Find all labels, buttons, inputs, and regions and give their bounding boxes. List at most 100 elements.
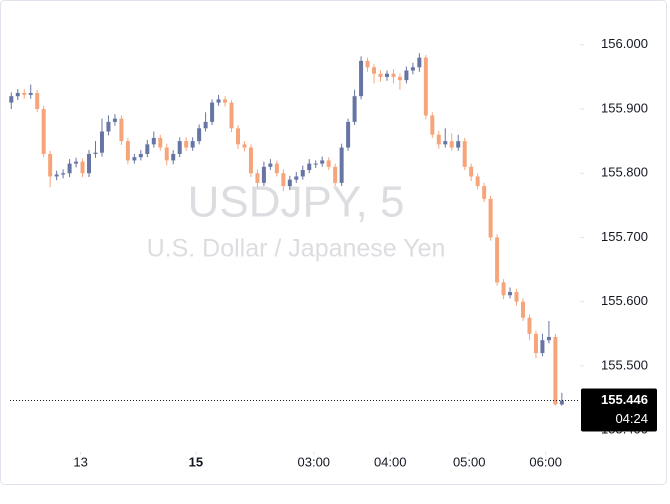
candle-body xyxy=(203,121,208,129)
candle-body xyxy=(190,141,195,148)
candle-body xyxy=(378,73,383,77)
candle-body xyxy=(268,163,273,167)
candle-body xyxy=(365,60,370,68)
candle-body xyxy=(138,153,143,158)
candle-body xyxy=(177,141,182,154)
candle-body xyxy=(469,166,474,177)
candle-body xyxy=(48,153,53,177)
candle-body xyxy=(248,147,253,174)
candle-body xyxy=(462,141,467,167)
candle-body xyxy=(553,336,558,405)
last-price-label: 155.446 xyxy=(601,392,648,407)
candle-body xyxy=(35,92,40,110)
candle-body xyxy=(307,163,312,171)
candle-body xyxy=(281,173,286,187)
candle-body xyxy=(151,137,156,145)
candle-body xyxy=(501,282,506,296)
candle-body xyxy=(223,99,228,103)
candle-body xyxy=(404,70,409,81)
candle-body xyxy=(61,173,66,175)
candle-body xyxy=(430,115,435,135)
candle-body xyxy=(294,176,299,180)
candle-body xyxy=(352,96,357,122)
candle-body xyxy=(372,67,377,74)
candle-body xyxy=(236,128,240,145)
candle-body xyxy=(495,237,500,283)
y-tick-label: 155.600 xyxy=(601,293,648,308)
y-tick-label: 155.500 xyxy=(601,357,648,372)
candle-body xyxy=(559,400,564,405)
candle-body xyxy=(397,76,402,81)
price-label-box xyxy=(581,388,657,432)
candle-body xyxy=(28,92,33,95)
y-tick-label: 156.000 xyxy=(601,36,648,51)
candle-body xyxy=(210,102,215,122)
candle-body xyxy=(533,333,538,354)
x-tick-label: 04:00 xyxy=(374,454,407,469)
candle-body xyxy=(346,121,351,148)
candle-body xyxy=(300,170,305,177)
candle-body xyxy=(106,121,111,132)
candle-body xyxy=(242,144,247,148)
candle-body xyxy=(22,92,27,95)
x-tick-label: 06:00 xyxy=(529,454,562,469)
candle-body xyxy=(508,292,513,296)
candle-body xyxy=(521,301,525,318)
candle-body xyxy=(145,144,150,154)
x-tick-label: 05:00 xyxy=(453,454,486,469)
candle-body xyxy=(443,141,448,145)
watermark-description: U.S. Dollar / Japanese Yen xyxy=(147,235,446,263)
candle-body xyxy=(164,147,169,161)
candle-body xyxy=(436,134,441,145)
countdown: 04:24 xyxy=(615,411,648,426)
y-tick-label: 155.800 xyxy=(601,165,648,180)
candle-body xyxy=(475,176,480,187)
y-tick-label: 155.700 xyxy=(601,229,648,244)
candle-body xyxy=(320,160,325,164)
candle-body xyxy=(80,161,85,174)
candle-body xyxy=(74,161,79,164)
candle-body xyxy=(540,340,545,354)
candle-body xyxy=(158,137,163,148)
candle-body xyxy=(546,336,551,341)
candle-body xyxy=(197,128,202,142)
y-tick-label: 155.900 xyxy=(601,100,648,115)
candle-body xyxy=(54,174,59,177)
candle-body xyxy=(482,186,487,199)
watermark-symbol: USDJPY, 5 xyxy=(188,178,405,227)
candle-body xyxy=(287,179,292,187)
candle-body xyxy=(423,57,428,116)
candle-body xyxy=(449,141,454,148)
candle-body xyxy=(216,99,221,103)
candle-body xyxy=(15,92,20,97)
candle-body xyxy=(417,57,422,68)
candle-body xyxy=(125,141,130,161)
candle-body xyxy=(41,109,46,154)
x-tick-label: 13 xyxy=(73,454,87,469)
x-tick-label: 03:00 xyxy=(298,454,331,469)
candle-body xyxy=(229,102,234,129)
candle-body xyxy=(171,153,176,161)
candle-body xyxy=(359,60,364,97)
candle-body xyxy=(255,173,260,183)
candle-body xyxy=(93,152,98,154)
candle-body xyxy=(119,118,124,142)
candle-body xyxy=(99,131,104,153)
candle-body xyxy=(339,147,344,183)
candle-body xyxy=(261,166,266,183)
x-tick-label: 15 xyxy=(189,454,203,469)
candle-body xyxy=(112,118,117,122)
candle-body xyxy=(326,160,331,167)
candle-body xyxy=(87,153,92,174)
candle-body xyxy=(410,67,415,71)
candle-body xyxy=(132,157,137,161)
candle-body xyxy=(9,96,14,103)
candle-body xyxy=(527,317,532,334)
candle-body xyxy=(384,73,389,77)
candle-body xyxy=(456,141,461,148)
candle-body xyxy=(184,141,189,148)
candle-body xyxy=(333,166,338,183)
frame xyxy=(0,0,667,485)
